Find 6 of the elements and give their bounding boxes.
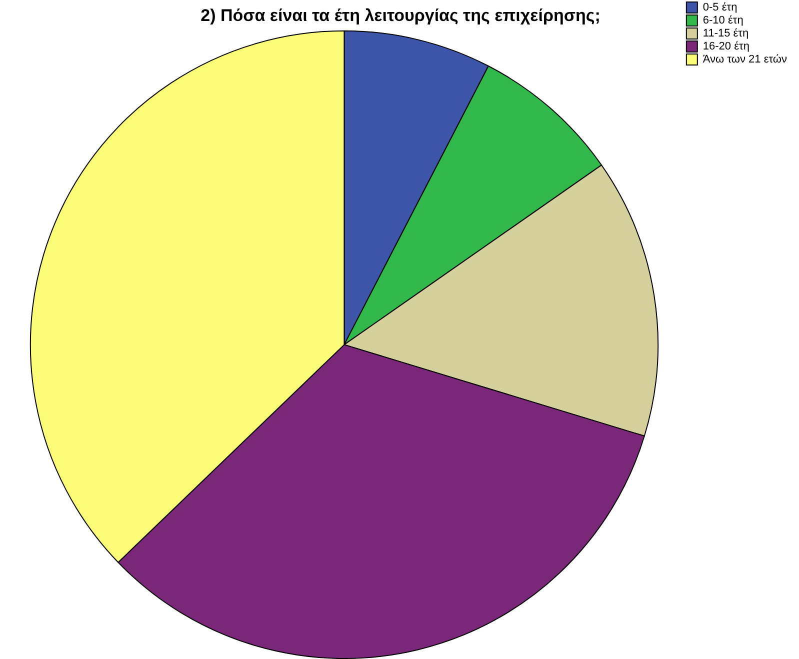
chart-title: 2) Πόσα είναι τα έτη λειτουργίας της επιχείρησης; bbox=[200, 6, 600, 25]
legend-label: Άνω των 21 ετών bbox=[702, 54, 788, 66]
legend-label: 16-20 έτη bbox=[702, 40, 750, 53]
legend-label: 11-15 έτη bbox=[702, 28, 749, 40]
legend-label: 0-5 έτη bbox=[702, 2, 738, 14]
legend-label: 6-10 έτη bbox=[702, 14, 744, 27]
